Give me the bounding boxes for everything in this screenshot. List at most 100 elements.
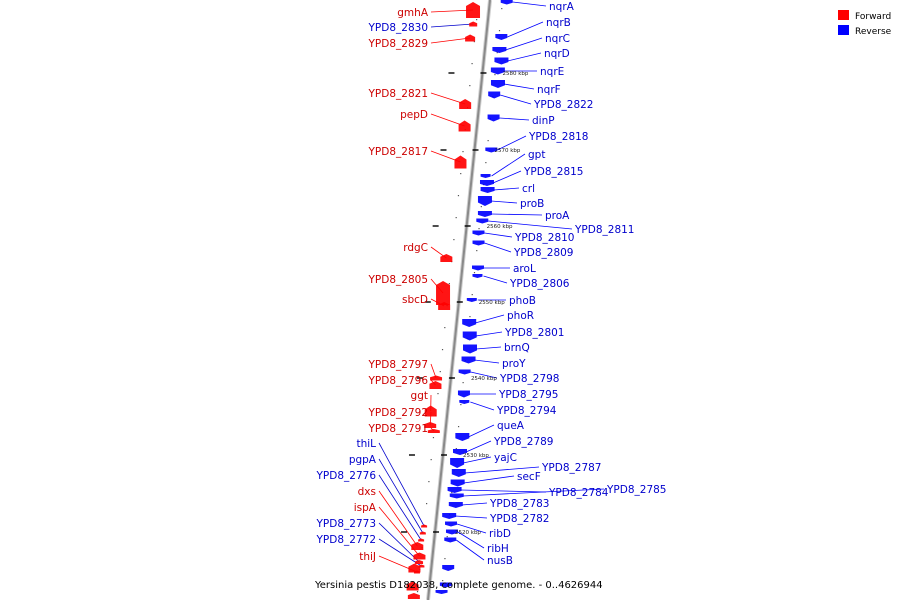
reverse-gene-arol[interactable] [471,265,484,271]
forward-gene-ypd8-2805[interactable] [436,281,451,305]
gene-label-ypd8-2787[interactable]: YPD8_2787 [541,462,601,474]
reverse-gene-phor[interactable] [462,319,477,327]
reverse-gene-nqrf[interactable] [490,80,505,88]
reverse-gene-ypd8-2806[interactable] [472,274,483,278]
gene-label-dxs[interactable]: dxs [358,486,376,498]
reverse-gene-ypd8-2785[interactable] [449,493,464,499]
forward-gene-ypd8-2817[interactable] [454,155,467,169]
gene-label-ypd8-2798[interactable]: YPD8_2798 [499,373,559,385]
gene-label-nqre[interactable]: nqrE [540,66,564,78]
reverse-gene-ypd8-2782[interactable] [442,513,457,519]
reverse-gene-ypd8-2815[interactable] [479,180,494,186]
reverse-gene-unlabeled-r2[interactable] [435,590,448,594]
reverse-gene-unlabeled-r0[interactable] [442,565,455,571]
forward-gene-unlabeled-2[interactable] [407,593,420,599]
reverse-gene-ypd8-2795[interactable] [457,390,470,398]
reverse-gene-nqrc[interactable] [492,47,507,53]
reverse-gene-ypd8-2794[interactable] [459,400,470,404]
gene-label-brnq[interactable]: brnQ [504,342,530,354]
reverse-gene-yajc[interactable] [450,458,465,468]
gene-label-ypd8-2821[interactable]: YPD8_2821 [368,88,428,100]
reverse-gene-crl[interactable] [480,187,495,193]
gene-label-ypd8-2810[interactable]: YPD8_2810 [514,232,574,244]
gene-label-nqrd[interactable]: nqrD [544,48,570,60]
forward-gene-unlabeled-1[interactable] [406,581,419,591]
reverse-gene-dinp[interactable] [487,114,500,122]
gene-label-gpt[interactable]: gpt [528,149,545,161]
forward-gene-ypd8-2776[interactable] [418,538,425,542]
reverse-gene-quea[interactable] [455,433,470,441]
forward-gene-ypd8-2829[interactable] [465,34,476,42]
gene-label-ypd8-2817[interactable]: YPD8_2817 [368,146,428,158]
gene-label-ypd8-2830[interactable]: YPD8_2830 [368,22,428,34]
reverse-gene-nqrb[interactable] [495,34,508,40]
reverse-gene-nqrd[interactable] [494,57,509,65]
gene-label-ypd8-2785[interactable]: YPD8_2785 [606,484,666,496]
reverse-gene-ypd8-2809[interactable] [472,240,485,246]
gene-label-dinp[interactable]: dinP [532,115,555,127]
gene-label-proy[interactable]: proY [502,358,526,370]
forward-gene-ypd8-2792[interactable] [424,422,437,428]
gene-label-ypd8-2784[interactable]: YPD8_2784 [548,487,609,499]
forward-gene-ggt[interactable] [424,405,437,417]
reverse-gene-ribd[interactable] [445,521,458,527]
reverse-gene-ypd8-2783[interactable] [448,502,463,508]
reverse-gene-ypd8-2798[interactable] [458,369,471,375]
gene-label-phor[interactable]: phoR [507,310,534,322]
gene-label-ypd8-2829[interactable]: YPD8_2829 [368,38,428,50]
reverse-gene-ypd8-2822[interactable] [488,91,501,99]
gene-label-rdgc[interactable]: rdgC [403,242,428,254]
gene-label-nqrc[interactable]: nqrC [545,33,570,45]
gene-label-ypd8-2791[interactable]: YPD8_2791 [368,423,428,435]
forward-gene-ispa[interactable] [413,552,426,560]
gene-label-secf[interactable]: secF [517,471,541,483]
gene-label-quea[interactable]: queA [497,420,525,432]
gene-label-gmha[interactable]: gmhA [397,7,429,19]
gene-label-ypd8-2818[interactable]: YPD8_2818 [528,131,588,143]
gene-label-ypd8-2822[interactable]: YPD8_2822 [533,99,593,111]
reverse-gene-ribh[interactable] [445,529,458,535]
gene-label-ypd8-2782[interactable]: YPD8_2782 [489,513,549,525]
reverse-gene-phob[interactable] [466,298,477,302]
forward-gene-sbcd[interactable] [438,302,451,310]
gene-label-nusb[interactable]: nusB [487,555,513,567]
gene-label-ggt[interactable]: ggt [411,390,428,402]
reverse-gene-secf[interactable] [450,479,465,487]
reverse-gene-ypd8-2787[interactable] [451,469,466,477]
reverse-gene-brnq[interactable] [463,344,478,354]
gene-label-nqrb[interactable]: nqrB [546,17,571,29]
reverse-gene-proa[interactable] [477,211,492,217]
forward-gene-gmha[interactable] [466,2,481,18]
gene-label-ypd8-2772[interactable]: YPD8_2772 [316,534,376,546]
reverse-gene-nqra[interactable] [500,0,513,5]
reverse-gene-nusb[interactable] [444,537,457,543]
gene-label-crl[interactable]: crl [522,183,535,195]
reverse-gene-ypd8-2789[interactable] [452,449,467,455]
gene-label-ispa[interactable]: ispA [354,502,377,514]
gene-label-ypd8-2811[interactable]: YPD8_2811 [574,224,634,236]
forward-gene-pepd[interactable] [458,120,471,132]
forward-gene-pgpa[interactable] [419,531,426,535]
forward-gene-thil[interactable] [421,524,428,528]
gene-label-yajc[interactable]: yajC [494,452,517,464]
reverse-gene-unlabeled-r1[interactable] [439,582,452,588]
reverse-gene-ypd8-2784[interactable] [447,487,462,493]
gene-label-prob[interactable]: proB [520,198,544,210]
gene-label-ypd8-2815[interactable]: YPD8_2815 [523,166,583,178]
forward-gene-ypd8-2773[interactable] [415,560,424,564]
reverse-gene-ypd8-2811[interactable] [476,218,489,224]
gene-label-proa[interactable]: proA [545,210,570,222]
gene-label-ypd8-2783[interactable]: YPD8_2783 [489,498,549,510]
gene-label-ypd8-2773[interactable]: YPD8_2773 [316,518,376,530]
forward-gene-rdgc[interactable] [440,254,453,262]
reverse-gene-nqre[interactable] [490,67,505,75]
gene-label-arol[interactable]: aroL [513,263,536,275]
gene-label-ypd8-2776[interactable]: YPD8_2776 [316,470,377,482]
reverse-gene-proy[interactable] [461,356,476,364]
gene-label-nqra[interactable]: nqrA [549,1,575,13]
gene-label-pepd[interactable]: pepD [400,109,428,121]
forward-gene-dxs[interactable] [411,542,424,550]
gene-label-ypd8-2806[interactable]: YPD8_2806 [509,278,570,290]
gene-label-thij[interactable]: thiJ [359,551,376,563]
forward-gene-ypd8-2791[interactable] [427,429,440,433]
